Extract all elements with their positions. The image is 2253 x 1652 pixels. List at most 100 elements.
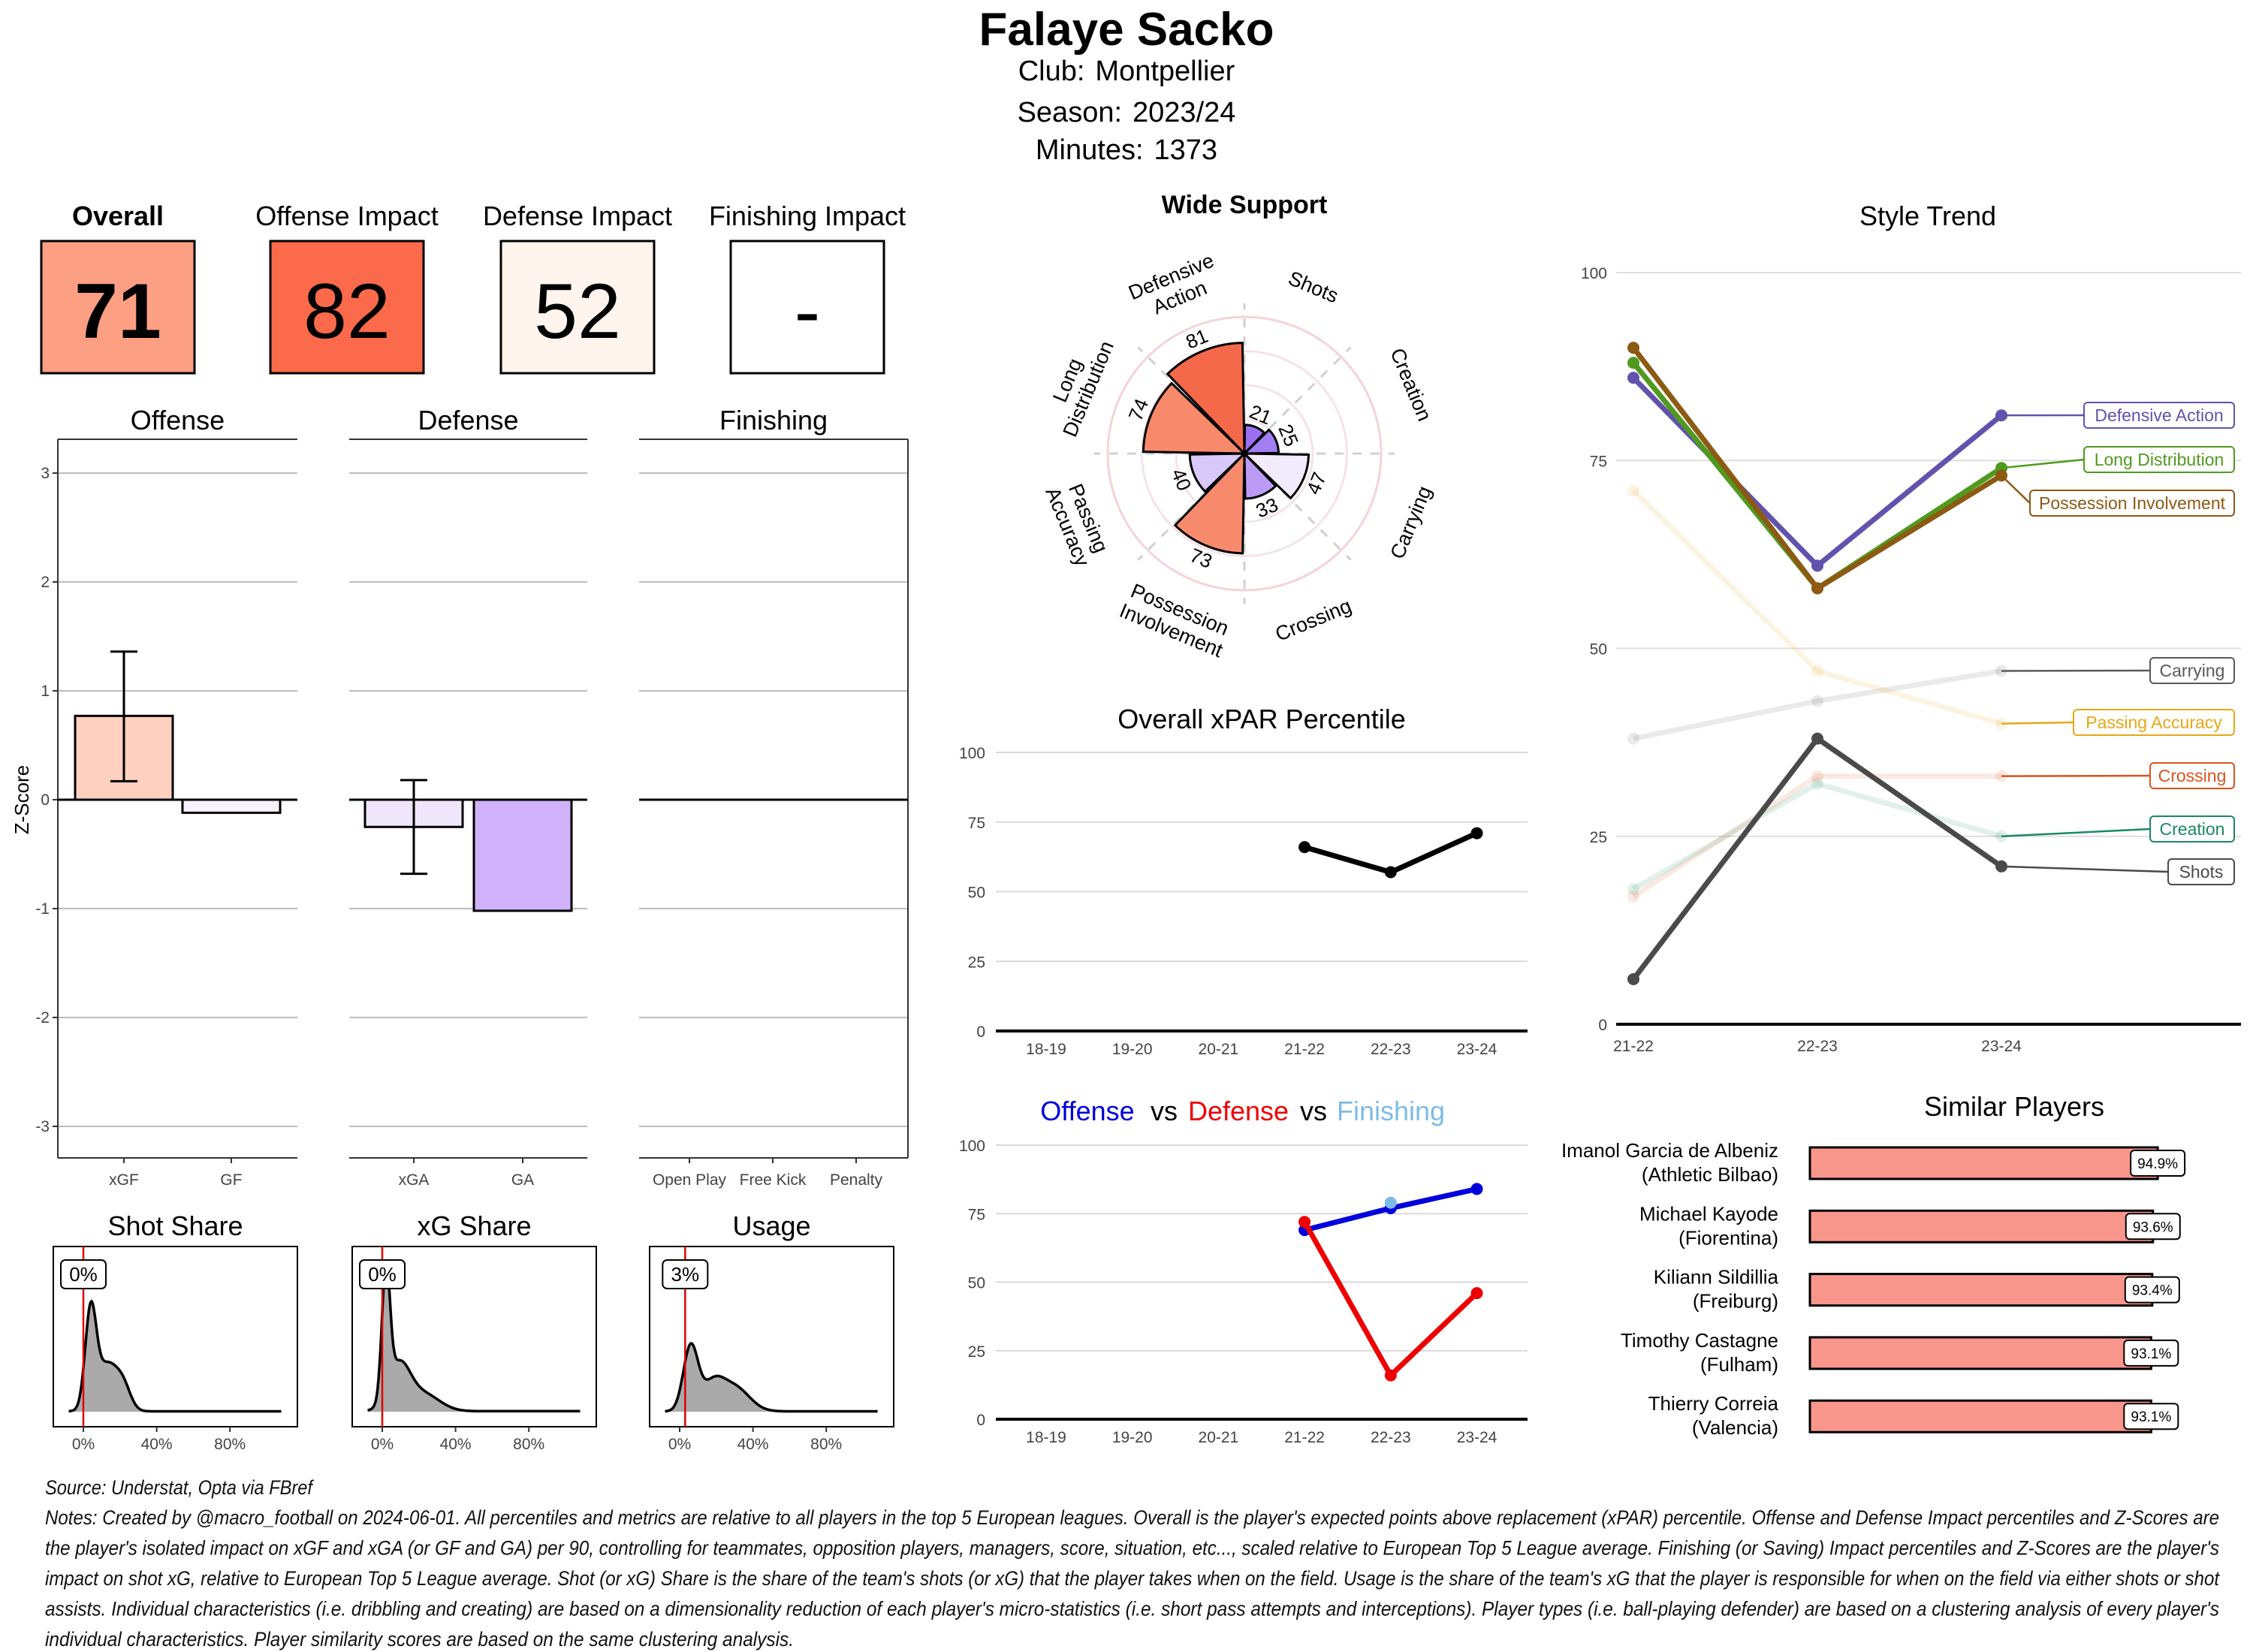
series-label-box bbox=[2073, 709, 2235, 736]
player-value-label: 3% bbox=[671, 1263, 700, 1286]
series-label-box bbox=[2149, 762, 2235, 789]
club-value: Montpellier bbox=[1095, 56, 1235, 87]
y-tick-label: 50 bbox=[968, 885, 985, 902]
notes-line: impact on shot xG, relative to European … bbox=[45, 1567, 2220, 1590]
chart-title: Style Trend bbox=[1859, 200, 1996, 231]
x-tick-label: xGA bbox=[399, 1171, 430, 1189]
trend-line bbox=[1632, 781, 2002, 891]
radar-sector bbox=[1243, 451, 1277, 500]
chart-title-part: vs bbox=[1300, 1096, 1327, 1126]
series-point bbox=[1470, 1287, 1483, 1300]
trend-point bbox=[1811, 665, 1823, 677]
similarity-badge bbox=[2123, 1403, 2179, 1430]
trend-line bbox=[1632, 773, 2001, 899]
y-tick-label: 25 bbox=[968, 954, 985, 971]
similarity-bar bbox=[1808, 1146, 2159, 1180]
x-tick-label: 18-19 bbox=[1026, 1429, 1066, 1446]
y-tick-label: 75 bbox=[968, 1206, 985, 1223]
similarity-label: 93.6% bbox=[2133, 1219, 2173, 1235]
y-tick-label: 2 bbox=[41, 574, 50, 591]
y-tick-label: 0 bbox=[1598, 1017, 1607, 1034]
radar-sector bbox=[1241, 452, 1310, 500]
similarity-bar bbox=[1808, 1399, 2152, 1433]
player-name: Falaye Sacko bbox=[979, 4, 1274, 56]
panel-title: Finishing bbox=[719, 405, 828, 436]
chart-title-part: vs bbox=[1151, 1096, 1178, 1126]
radar-sector bbox=[1173, 451, 1246, 555]
trend-point bbox=[1811, 582, 1823, 595]
y-tick-label: 100 bbox=[959, 1138, 985, 1155]
xpar-percentile-chart: Overall xPAR Percentile 0 25 50 75 100 18-19 19… bbox=[959, 704, 1528, 1058]
x-tick-label: xGF bbox=[109, 1171, 139, 1189]
chart-title-part: Defense bbox=[1188, 1096, 1289, 1126]
chart-title-part: Offense bbox=[1040, 1096, 1134, 1126]
notes-line: Notes: Created by @macro_football on 202… bbox=[45, 1506, 2219, 1529]
player-name: Timothy Castagne bbox=[1621, 1329, 1778, 1352]
player-value-badge bbox=[60, 1259, 107, 1289]
x-tick-label: 22-23 bbox=[1797, 1038, 1838, 1055]
similarity-badge bbox=[2130, 1150, 2186, 1177]
label-connector bbox=[2001, 721, 2074, 725]
tile-box bbox=[729, 240, 885, 375]
similarity-badge bbox=[2125, 1213, 2181, 1241]
series-point bbox=[1298, 1216, 1311, 1228]
x-tick-label: 22-23 bbox=[1371, 1041, 1411, 1058]
share-density-charts: Shot Share 0% 0% 40% 80% xG Share 0% 0% 40% 80% Us… bbox=[53, 1210, 894, 1453]
label-connector bbox=[2001, 828, 2151, 837]
x-tick-label: 22-23 bbox=[1371, 1429, 1411, 1446]
density-curve bbox=[367, 1259, 581, 1413]
trend-line bbox=[1633, 668, 2002, 742]
trend-point bbox=[1627, 342, 1639, 354]
impact-tiles: Overall 71 Offense Impact 82 Defense Impact 5… bbox=[40, 200, 906, 375]
player-value-badge bbox=[662, 1259, 709, 1289]
panel-title: Defense bbox=[418, 405, 518, 436]
tile-value: 71 bbox=[74, 268, 161, 355]
x-tick-label: 0% bbox=[371, 1436, 394, 1453]
notes-line: individual characteristics. Player simil… bbox=[45, 1628, 794, 1650]
season-line: Season: 2023/24 bbox=[1018, 97, 1236, 128]
similarity-bar bbox=[1808, 1273, 2154, 1307]
x-tick-label: 40% bbox=[440, 1436, 472, 1453]
density-curve bbox=[665, 1342, 878, 1413]
club-line: Club: Montpellier bbox=[1018, 56, 1235, 87]
x-tick-label: 23-24 bbox=[1457, 1429, 1497, 1446]
chart-title: Wide Support bbox=[1162, 191, 1328, 219]
trend-point bbox=[1627, 972, 1639, 985]
y-tick-label: 50 bbox=[968, 1275, 985, 1292]
source-text: Source: Understat, Opta via FBref bbox=[45, 1476, 314, 1499]
tile-label: Finishing Impact bbox=[709, 200, 906, 231]
zscore-bar bbox=[181, 798, 282, 814]
x-tick-label: 20-21 bbox=[1199, 1429, 1239, 1446]
tile-box bbox=[40, 240, 196, 375]
trend-line bbox=[1631, 488, 2002, 726]
chart-title: Similar Players bbox=[1924, 1091, 2104, 1122]
minutes-value: 1373 bbox=[1154, 134, 1218, 166]
tile-value: 52 bbox=[534, 268, 621, 355]
series-label-box bbox=[2083, 402, 2235, 429]
x-tick-label: Penalty bbox=[830, 1171, 883, 1189]
player-name: Thierry Correia bbox=[1648, 1392, 1779, 1415]
season-label: Season: bbox=[1018, 97, 1122, 128]
x-tick-label: GA bbox=[511, 1171, 534, 1189]
x-tick-label: 20-21 bbox=[1199, 1041, 1239, 1058]
trend-point bbox=[1627, 890, 1639, 903]
y-tick-label: -2 bbox=[35, 1009, 50, 1026]
tile-label: Defense Impact bbox=[483, 200, 672, 231]
density-curve bbox=[68, 1299, 282, 1413]
minutes-label: Minutes: bbox=[1036, 134, 1144, 166]
radar-sector bbox=[1166, 342, 1246, 457]
y-tick-label: 25 bbox=[968, 1343, 985, 1361]
trend-point bbox=[1811, 559, 1823, 572]
y-tick-label: 100 bbox=[1581, 265, 1607, 282]
y-tick-label: 3 bbox=[41, 465, 50, 482]
series-label: Shots bbox=[2179, 862, 2224, 882]
series-point bbox=[1470, 827, 1483, 840]
tile-value: - bbox=[795, 268, 821, 355]
tile-label: Overall bbox=[72, 200, 164, 231]
player-club: (Fiorentina) bbox=[1678, 1226, 1778, 1249]
radar-sector bbox=[1142, 381, 1247, 455]
x-tick-label: 21-22 bbox=[1284, 1041, 1325, 1058]
tile-box bbox=[269, 240, 425, 375]
x-tick-label: 19-20 bbox=[1112, 1041, 1153, 1058]
